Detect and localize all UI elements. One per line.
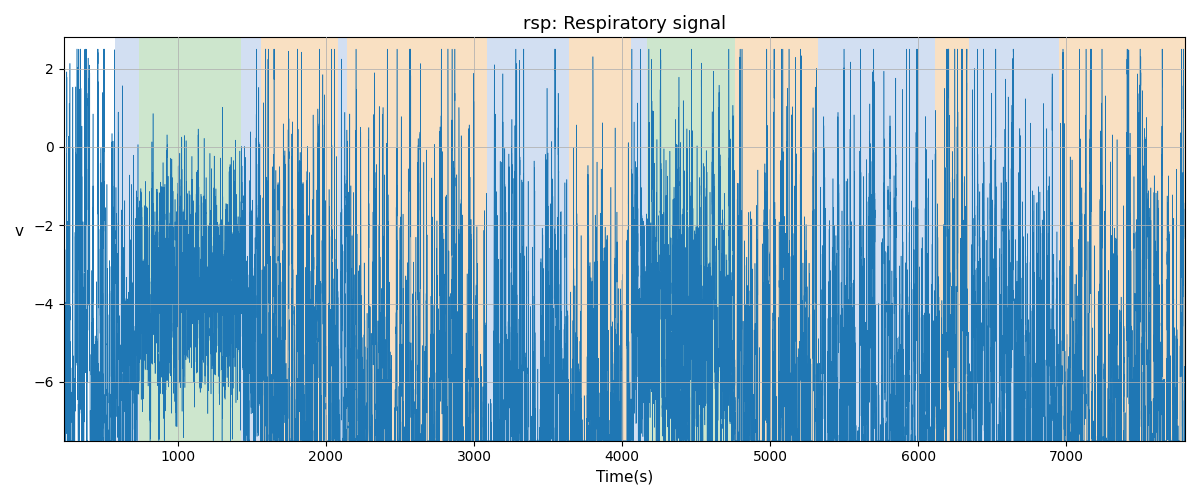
Bar xyxy=(935,38,968,440)
Bar xyxy=(241,38,260,440)
Bar xyxy=(487,38,569,440)
X-axis label: Time(s): Time(s) xyxy=(595,470,653,485)
Bar xyxy=(734,38,817,440)
Bar xyxy=(260,38,337,440)
Bar xyxy=(337,38,347,440)
Bar xyxy=(647,38,734,440)
Y-axis label: v: v xyxy=(16,224,24,239)
Bar xyxy=(569,38,631,440)
Bar xyxy=(1085,38,1186,440)
Title: rsp: Respiratory signal: rsp: Respiratory signal xyxy=(523,15,726,33)
Bar xyxy=(115,38,139,440)
Bar xyxy=(347,38,487,440)
Bar xyxy=(1060,38,1085,440)
Bar xyxy=(139,38,241,440)
Bar xyxy=(968,38,1060,440)
Bar xyxy=(631,38,647,440)
Bar xyxy=(817,38,935,440)
